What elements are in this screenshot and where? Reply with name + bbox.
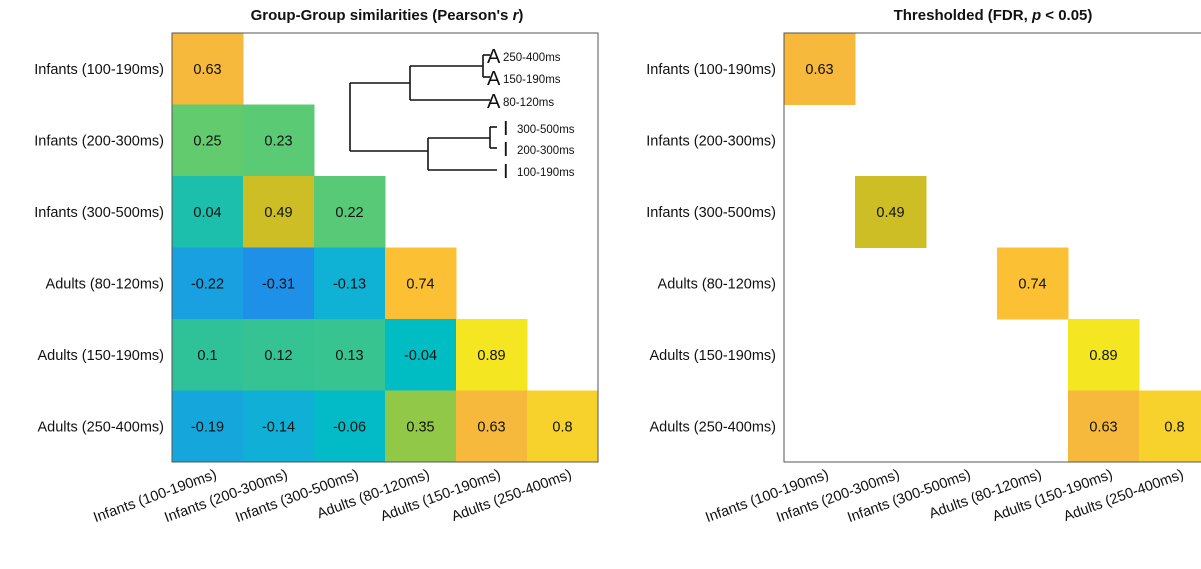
row-label: Adults (80-120ms) [46, 276, 164, 292]
heatmap-cell [243, 104, 315, 177]
heatmap-cell [172, 390, 244, 463]
heatmap-cell [385, 319, 457, 391]
cell-value-label: 0.8 [552, 419, 572, 435]
cell-value-label: 0.22 [335, 205, 363, 221]
dendrogram-leaf-label: 150-190ms [503, 74, 561, 86]
plot-frame [171, 32, 599, 463]
heatmap-cell [172, 176, 244, 248]
heatmap-cell [527, 390, 599, 463]
similarity-panel: Group-Group similarities (Pearson's r) 0… [34, 7, 599, 526]
heatmap-cell [172, 33, 244, 105]
cell-value-label: -0.14 [262, 419, 295, 435]
heatmap-cell [314, 319, 386, 391]
heatmap-cell [243, 319, 315, 391]
heatmap-cells: 0.63 0.49 0.74 0.89 0.63 0.8 [784, 33, 1201, 463]
dendrogram-leaf-label: 200-300ms [517, 145, 575, 157]
panel-title: Thresholded (FDR, p < 0.05) [894, 7, 1093, 24]
column-label: Infants (300-500ms) [845, 467, 972, 526]
cell-value-label: -0.19 [191, 419, 224, 435]
cell-value-label: 0.25 [193, 133, 221, 149]
cell-value-label: 0.63 [1089, 419, 1117, 435]
row-label: Infants (200-300ms) [646, 133, 776, 149]
column-label: Adults (250-400ms) [449, 467, 573, 525]
row-label: Infants (300-500ms) [646, 205, 776, 221]
row-label: Adults (250-400ms) [37, 419, 164, 435]
heatmap-cell [314, 176, 386, 248]
row-label: Adults (150-190ms) [649, 348, 776, 364]
cell-value-label: 0.74 [1018, 276, 1046, 292]
cell-value-label: -0.04 [404, 348, 437, 364]
heatmap-cell [456, 390, 528, 463]
dendrogram-leaf-letter: I [503, 139, 509, 161]
cell-value-label: 0.1 [197, 348, 217, 364]
heatmap-cell [385, 390, 457, 463]
cell-value-label: 0.23 [264, 133, 292, 149]
column-label: Infants (100-190ms) [703, 467, 830, 526]
cell-value-label: 0.63 [477, 419, 505, 435]
heatmap-cell [172, 247, 244, 320]
heatmap-cell [997, 247, 1069, 320]
heatmap-cell [243, 176, 315, 248]
row-label: Infants (100-190ms) [646, 62, 776, 78]
row-label: Adults (250-400ms) [649, 419, 776, 435]
cell-value-label: 0.63 [805, 62, 833, 78]
cell-value-label: 0.8 [1164, 419, 1184, 435]
column-label: Adults (150-190ms) [378, 467, 502, 525]
heatmap-cell [243, 247, 315, 320]
cell-value-label: 0.49 [264, 205, 292, 221]
heatmap-cell [314, 247, 386, 320]
cell-value-label: 0.12 [264, 348, 292, 364]
cell-value-label: 0.35 [406, 419, 434, 435]
cell-value-label: 0.74 [406, 276, 434, 292]
dendrogram-leaf-letter: I [503, 161, 509, 183]
cell-value-label: 0.63 [193, 62, 221, 78]
cell-value-label: -0.13 [333, 276, 366, 292]
dendrogram-leaf-letter: A [487, 91, 501, 113]
thresholded-panel: Thresholded (FDR, p < 0.05) 0.63 0.49 0.74… [646, 7, 1201, 526]
cell-value-label: 0.49 [876, 205, 904, 221]
heatmap-cell [1068, 319, 1140, 391]
row-label: Infants (300-500ms) [34, 205, 164, 221]
column-label: Infants (200-300ms) [774, 467, 901, 526]
heatmap-cell [1068, 390, 1140, 463]
dendrogram-leaf-label: 80-120ms [503, 97, 554, 109]
cell-value-label: 0.89 [477, 348, 505, 364]
cell-value-label: 0.89 [1089, 348, 1117, 364]
heatmap-cell [172, 319, 244, 391]
column-label: Adults (250-400ms) [1061, 467, 1185, 525]
dendrogram-leaf-label: 250-400ms [503, 52, 561, 64]
column-label: Infants (300-500ms) [233, 467, 360, 526]
cell-value-label: -0.06 [333, 419, 366, 435]
column-label: Infants (100-190ms) [91, 467, 218, 526]
cell-value-label: 0.04 [193, 205, 221, 221]
row-label: Adults (80-120ms) [658, 276, 776, 292]
heatmap-cell [784, 33, 856, 105]
heatmap-cell [456, 319, 528, 391]
column-label: Infants (200-300ms) [162, 467, 289, 526]
heatmap-cell [385, 247, 457, 320]
dendrogram-leaf-letter: A [487, 68, 501, 90]
dendrogram-leaf-label: 100-190ms [517, 167, 575, 179]
dendrogram-leaf-letter: I [503, 118, 509, 140]
plot-frame [783, 32, 1201, 463]
panel-title: Group-Group similarities (Pearson's r) [251, 7, 524, 24]
row-label: Adults (150-190ms) [37, 348, 164, 364]
heatmap-cell [243, 390, 315, 463]
dendrogram-leaf-label: 300-500ms [517, 124, 575, 136]
row-label: Infants (200-300ms) [34, 133, 164, 149]
row-label: Infants (100-190ms) [34, 62, 164, 78]
cell-value-label: -0.22 [191, 276, 224, 292]
heatmap-cell [1139, 390, 1201, 463]
cell-value-label: -0.31 [262, 276, 295, 292]
heatmap-cells: 0.63 0.25 0.23 0.04 0.49 0.22 -0.22 -0.31 -0.13 0… [172, 33, 599, 463]
heatmap-cell [172, 104, 244, 177]
column-label: Adults (150-190ms) [990, 467, 1114, 525]
heatmap-cell [855, 176, 927, 248]
heatmap-cell [314, 390, 386, 463]
dendrogram-leaf-letter: A [487, 46, 501, 68]
cell-value-label: 0.13 [335, 348, 363, 364]
